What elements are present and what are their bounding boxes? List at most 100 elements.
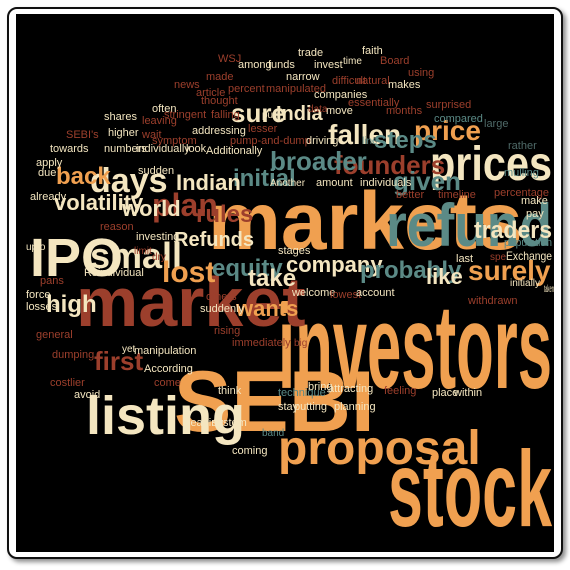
word-initially: initially (510, 278, 540, 289)
word-small: small (90, 235, 182, 276)
word-markets: markets (208, 176, 523, 267)
word-cloud-background (16, 14, 554, 552)
word-amount: amount (316, 177, 353, 189)
word-board: Board (380, 55, 409, 67)
word-bring: bring (308, 381, 332, 393)
word-using: using (408, 67, 434, 79)
word-broader: broader (270, 146, 367, 176)
word-world: world (121, 196, 181, 221)
word-another: Another (270, 178, 306, 189)
word-stringent: stringent (164, 109, 206, 121)
word-proposal: proposal (278, 422, 481, 475)
word-make: make (521, 195, 548, 207)
word-data: data (308, 104, 328, 115)
word-yet: yet (122, 344, 136, 355)
word-essentially: essentially (348, 97, 400, 109)
word-traders: traders (474, 217, 552, 244)
word-stages: stages (278, 245, 311, 257)
word-individuals: individuals (360, 177, 412, 189)
word-move: move (326, 105, 353, 117)
word-reason: reason (100, 221, 134, 233)
word-technique: technique (278, 387, 326, 399)
word-falling: falling (211, 109, 240, 121)
word-ipo: IPO (30, 228, 123, 288)
word-leaving: leaving (142, 115, 177, 127)
word-dumping: dumping (52, 349, 94, 361)
word-time: time (343, 56, 362, 67)
word-shares: shares (104, 111, 138, 123)
word-symptom: symptom (152, 135, 197, 147)
word-stay: stay (278, 401, 299, 413)
word-manipulation: manipulation (134, 345, 196, 357)
word-percent: percent (228, 83, 265, 95)
word-dry: dry (152, 252, 166, 263)
word-rising: rising (214, 325, 240, 337)
word-difficult: difficult (332, 75, 366, 87)
word-faith: faith (362, 45, 383, 57)
word-listing: listing (86, 386, 245, 446)
word-investing: investing (136, 231, 179, 243)
word-feeling: feeling (384, 385, 416, 397)
word-often: often (152, 103, 176, 115)
word-indian: Indian (176, 170, 241, 195)
word-sebi-s: SEBI's (66, 129, 99, 141)
word-apply: apply (36, 157, 63, 169)
word-rs: Rs (84, 267, 98, 279)
word-spe: spe (490, 252, 507, 263)
word-percentage: percentage (494, 187, 549, 199)
word-additionally: Additionally (206, 145, 263, 157)
word-taken: taken (544, 284, 554, 295)
word-already: already (30, 191, 67, 203)
word-refund: refund (386, 192, 552, 259)
word-wants: wants (235, 296, 298, 321)
word-band: band (262, 428, 284, 439)
word-leading: leading (188, 417, 223, 429)
word-days: days (90, 162, 168, 200)
word-population: population (504, 237, 552, 249)
word-put: put (262, 110, 276, 121)
word-big: big (294, 338, 307, 349)
word-cloud-panel: investors stock markets market SEBI refund lis… (16, 14, 554, 552)
word-large: large (484, 118, 508, 130)
word-exchange: Exchange (506, 249, 552, 263)
word-funds: funds (268, 59, 295, 71)
word-company: company (286, 252, 383, 277)
word-trade: trade (298, 47, 323, 59)
word-narrow: narrow (286, 71, 320, 83)
word-months: months (386, 105, 423, 117)
word-rather: rather (508, 140, 537, 152)
word-made: made (206, 71, 234, 83)
word-come: come (154, 377, 181, 389)
word-natural: natural (356, 75, 390, 87)
word-look: look (186, 143, 207, 155)
word-general: general (36, 329, 73, 341)
word-timeline: timeline (438, 189, 476, 201)
word-makes: makes (388, 79, 421, 91)
word-refunds: Refunds (174, 229, 254, 251)
word-take: take (248, 265, 296, 292)
word-driving: driving (306, 135, 338, 147)
word-mulling: mulling (504, 167, 539, 179)
word-sebi: SEBI (174, 354, 375, 450)
word-like: like (426, 264, 463, 289)
word-towards: towards (50, 143, 89, 155)
word-market: market (76, 263, 306, 341)
word-costlier: costlier (50, 377, 85, 389)
word-individually: individually (136, 143, 190, 155)
word-news: news (174, 79, 200, 91)
word-investors: investors (278, 280, 552, 414)
word-wsj: WSJ (218, 53, 241, 65)
word-others: others (206, 291, 237, 303)
word-invest: invest (314, 59, 343, 71)
word-system: system (212, 417, 247, 429)
word-article: article (196, 87, 225, 99)
word-losses: losses (26, 301, 58, 313)
word-surely: surely (468, 255, 551, 286)
word-sudden: sudden (138, 165, 174, 177)
word-better: better (396, 189, 424, 201)
word-among: among (238, 59, 272, 71)
word-companies: companies (314, 89, 368, 101)
word-volatility: volatility (54, 190, 144, 215)
word-compared: compared (434, 113, 483, 125)
